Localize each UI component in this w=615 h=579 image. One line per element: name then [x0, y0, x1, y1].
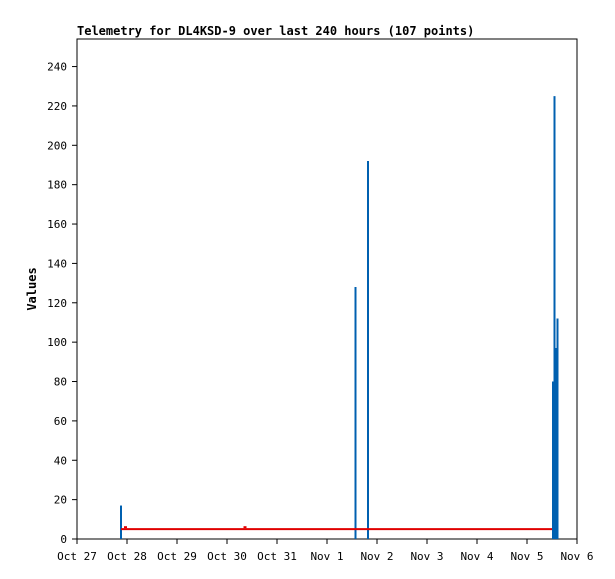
- x-tick-label: Nov 6: [560, 550, 593, 563]
- y-tick-label: 220: [47, 100, 67, 113]
- x-tick-label: Nov 3: [410, 550, 443, 563]
- x-axis: Oct 27 Oct 28 Oct 29 Oct 30 Oct 31 Nov 1 Nov 2…: [57, 539, 594, 563]
- x-tick-label: Nov 4: [460, 550, 493, 563]
- y-tick-label: 160: [47, 218, 67, 231]
- plot-frame: [76, 38, 578, 540]
- y-tick-label: 80: [54, 376, 67, 389]
- y-tick-label: 140: [47, 257, 67, 270]
- data-marker: [124, 526, 127, 529]
- data-marker: [243, 526, 247, 529]
- x-tick-label: Nov 5: [510, 550, 543, 563]
- x-tick-label: Nov 1: [310, 550, 343, 563]
- y-tick-label: 40: [54, 454, 67, 467]
- y-tick-label: 60: [54, 415, 67, 428]
- x-tick-label: Oct 31: [257, 550, 297, 563]
- y-tick-label: 240: [47, 61, 67, 74]
- y-tick-label: 180: [47, 179, 67, 192]
- chart-title: Telemetry for DL4KSD-9 over last 240 hou…: [77, 24, 474, 38]
- y-tick-label: 100: [47, 336, 67, 349]
- y-axis: 0 20 40 60 80 100 120 140 160 180 200 220 240: [47, 61, 77, 546]
- y-tick-label: 0: [60, 533, 67, 546]
- y-tick-label: 20: [54, 494, 67, 507]
- y-tick-label: 120: [47, 297, 67, 310]
- x-tick-label: Oct 29: [157, 550, 197, 563]
- x-tick-label: Nov 2: [360, 550, 393, 563]
- x-tick-label: Oct 27: [57, 550, 97, 563]
- series-layer: [120, 96, 559, 539]
- y-axis-label: Values: [25, 267, 39, 310]
- x-tick-label: Oct 30: [207, 550, 247, 563]
- y-tick-label: 200: [47, 139, 67, 152]
- x-tick-label: Oct 28: [107, 550, 147, 563]
